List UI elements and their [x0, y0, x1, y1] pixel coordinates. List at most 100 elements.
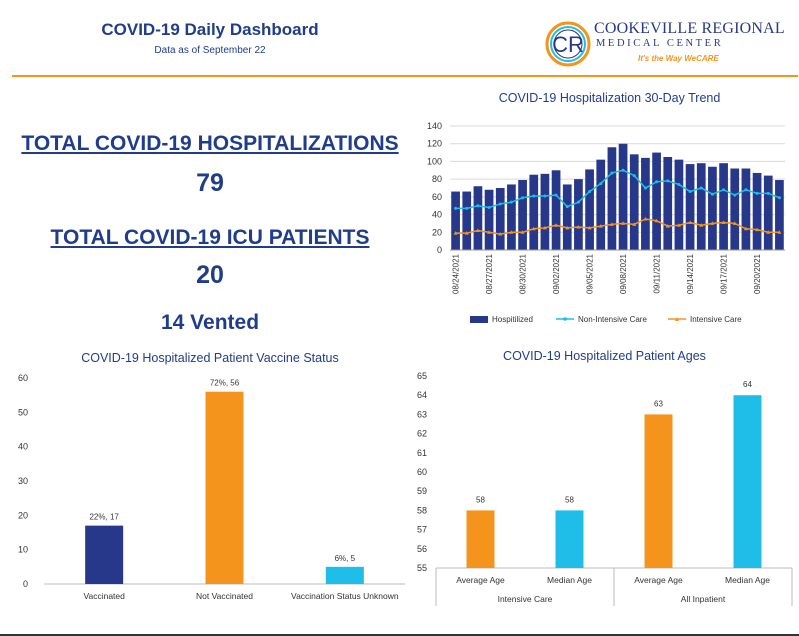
data-label: 22%, 17	[89, 513, 119, 522]
age-bar	[555, 510, 584, 568]
trend-point	[722, 188, 726, 192]
trend-bar	[685, 164, 695, 250]
trend-point	[598, 224, 603, 228]
trend-point	[766, 191, 770, 195]
x-tick-label: 09/20/2021	[753, 253, 762, 294]
x-tick-label: 08/24/2021	[452, 253, 461, 294]
category-label: Average Age	[634, 575, 683, 585]
trend-bar	[574, 179, 583, 250]
trend-point	[766, 230, 771, 234]
trend-point	[699, 186, 703, 190]
y-tick-label: 59	[417, 486, 427, 496]
trend-point	[465, 206, 469, 210]
trend-bar	[696, 163, 706, 250]
trend-point	[666, 179, 670, 183]
total-hospitalizations-value: 79	[196, 169, 224, 197]
trend-point	[531, 226, 536, 231]
total-hospitalizations-label: TOTAL COVID-19 HOSPITALIZATIONS	[21, 132, 399, 155]
vaccine-bar	[85, 525, 124, 584]
trend-point	[710, 192, 714, 196]
trend-bar	[719, 163, 728, 250]
x-tick-label: 08/30/2021	[519, 253, 528, 294]
hospital-logo: CR COOKEVILLE REGIONAL MEDICAL CENTER It…	[544, 16, 794, 70]
data-label: 6%, 5	[335, 554, 356, 563]
trend-bar	[752, 172, 762, 250]
y-tick-label: 61	[417, 448, 427, 458]
trend-bar	[585, 169, 594, 250]
trend-point	[476, 204, 480, 208]
vaccine-status-chart: 0 10 20 30 40 50 60 22%, 17 Vaccinated 72%, 56 Not…	[18, 373, 405, 601]
trend-point	[621, 221, 626, 225]
y-tick-label: 65	[417, 371, 427, 381]
data-label: 64	[743, 380, 752, 389]
group-label: All Inpatient	[681, 594, 726, 604]
y-tick-label: 40	[432, 210, 442, 220]
vaccine-bar	[325, 566, 364, 584]
trend-point	[677, 182, 681, 186]
legend-label: Non-Intensive Care	[578, 315, 647, 324]
trend-point	[554, 193, 558, 197]
x-tick-label: 08/27/2021	[485, 253, 494, 294]
trend-bar	[518, 180, 527, 250]
x-tick-label: 09/08/2021	[619, 253, 628, 294]
svg-text:CR: CR	[552, 32, 584, 57]
trend-point	[688, 220, 693, 225]
y-tick-label: 55	[417, 563, 427, 573]
y-tick-label: 80	[432, 174, 442, 184]
trend-point	[632, 222, 637, 226]
y-tick-label: 60	[18, 373, 28, 383]
vaccine-bar	[205, 391, 244, 584]
trend-bar	[641, 157, 650, 250]
trend-chart: 0 20 40 60 80 100 120 140 08/24/2021 08/27/2021 08…	[427, 121, 785, 324]
data-label: 58	[476, 495, 485, 504]
trend-point	[454, 206, 458, 210]
category-label: Vaccination Status Unknown	[291, 591, 399, 601]
trend-point	[509, 230, 514, 234]
trend-point	[587, 225, 592, 230]
y-tick-label: 57	[417, 525, 427, 535]
trend-point	[743, 226, 748, 231]
trend-point	[498, 232, 503, 236]
trend-bar	[551, 170, 561, 250]
trend-bar	[451, 191, 460, 250]
trend-line-non-intensive	[455, 169, 780, 210]
trend-point	[609, 222, 614, 226]
trend-point	[588, 190, 592, 194]
trend-point	[576, 224, 581, 229]
trend-line-intensive	[455, 218, 780, 235]
trend-bar	[708, 166, 717, 250]
logo-tagline: It's the Way WeCARE	[638, 54, 719, 63]
data-label: 58	[565, 495, 574, 504]
trend-point	[599, 182, 603, 186]
y-tick-label: 62	[417, 429, 427, 439]
trend-point	[643, 217, 648, 221]
trend-bar	[462, 191, 472, 250]
trend-point	[699, 223, 704, 227]
header-divider	[12, 75, 798, 77]
age-bar	[466, 510, 495, 568]
legend-swatch-hospitilized	[470, 316, 488, 323]
category-label: Median Age	[725, 575, 770, 585]
cr-monogram-icon: CR	[545, 21, 591, 67]
trend-bar	[540, 173, 550, 250]
trend-bar	[507, 184, 516, 250]
y-tick-label: 0	[437, 245, 442, 255]
trend-point	[733, 193, 737, 197]
trend-point	[520, 230, 525, 234]
trend-point	[521, 196, 525, 200]
trend-point	[777, 230, 782, 234]
trend-bar	[775, 180, 784, 250]
trend-point	[688, 190, 692, 194]
trend-point	[532, 194, 536, 198]
y-tick-label: 58	[417, 505, 427, 515]
trend-bar	[652, 152, 661, 250]
category-label: Not Vaccinated	[196, 591, 253, 601]
y-tick-label: 64	[417, 390, 427, 400]
y-tick-label: 100	[427, 156, 442, 166]
trend-bar	[763, 175, 773, 250]
trend-point	[464, 231, 469, 235]
trend-bar	[473, 186, 483, 250]
trend-point	[487, 205, 491, 209]
trend-bar	[618, 143, 628, 250]
trend-point	[565, 225, 570, 230]
